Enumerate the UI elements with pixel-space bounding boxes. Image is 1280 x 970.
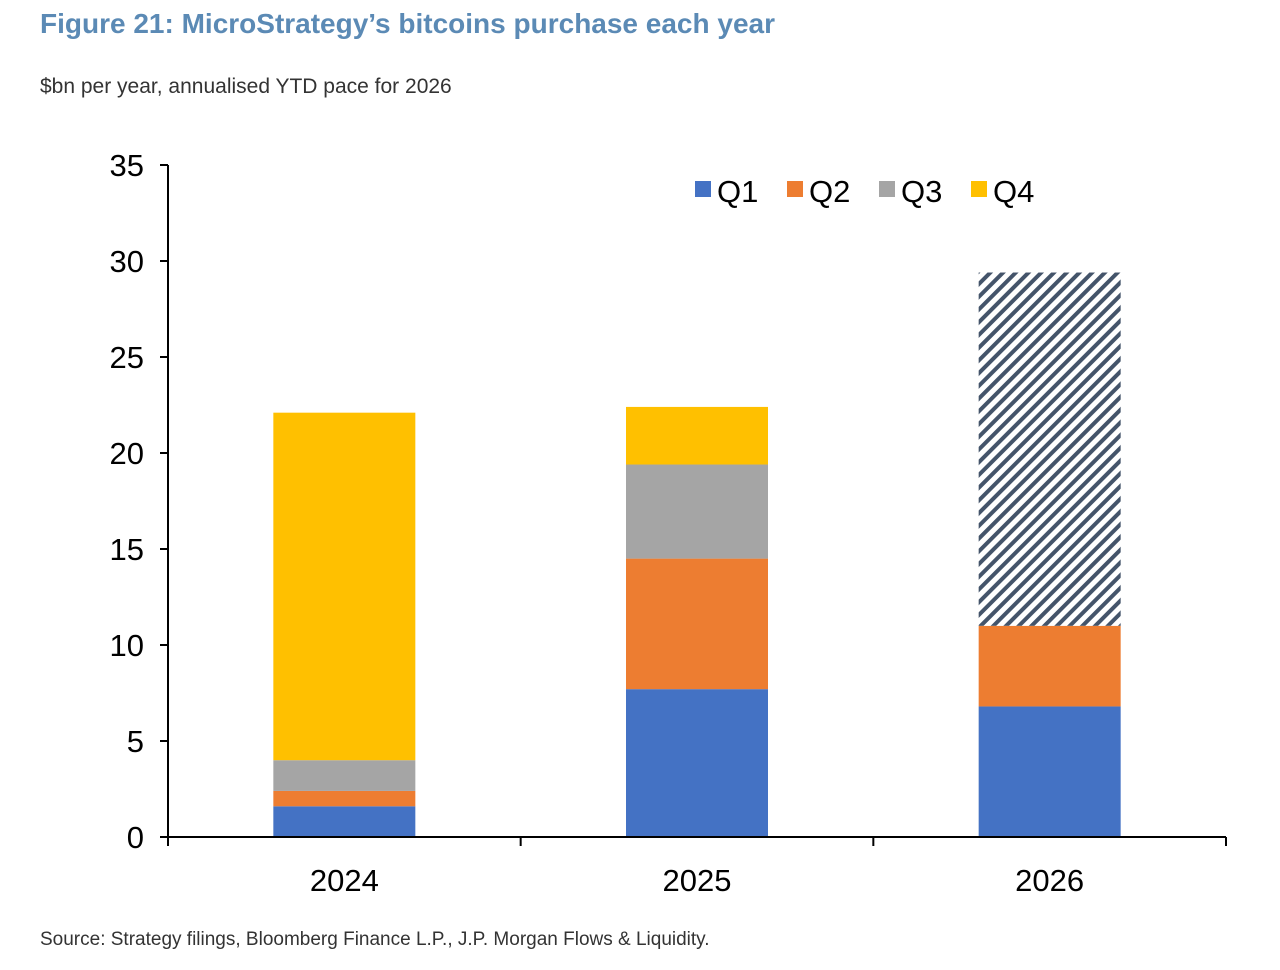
y-tick-label: 20	[110, 436, 144, 471]
bar-2024-q1	[273, 806, 416, 837]
y-tick-label: 25	[110, 340, 144, 375]
bars-layer	[273, 272, 1121, 837]
figure-subtitle: $bn per year, annualised YTD pace for 20…	[40, 75, 452, 98]
legend-swatch-q2	[787, 181, 803, 197]
y-tick-label: 30	[110, 244, 144, 279]
bar-2025-q3	[626, 464, 768, 559]
bar-2024-q2	[273, 790, 416, 807]
x-tick-label: 2024	[310, 863, 379, 898]
x-tick-label: 2025	[663, 863, 732, 898]
bar-2026-q1	[978, 706, 1121, 837]
legend-swatch-q4	[971, 181, 987, 197]
bar-2024-q3	[273, 760, 416, 791]
legend-swatch-q1	[695, 181, 711, 197]
bar-2025-q2	[626, 558, 768, 690]
bar-2026-annualised-pace	[978, 272, 1121, 626]
bar-2025-q4	[626, 406, 768, 465]
figure-source: Source: Strategy filings, Bloomberg Fina…	[40, 929, 710, 950]
legend-label-q2: Q2	[809, 174, 850, 209]
bar-2025-q1	[626, 689, 768, 837]
legend-swatch-q3	[879, 181, 895, 197]
legend-label-q1: Q1	[717, 174, 758, 209]
y-tick-label: 0	[127, 820, 144, 855]
y-tick-label: 15	[110, 532, 144, 567]
bar-2026-q2	[978, 625, 1121, 707]
y-tick-label: 10	[110, 628, 144, 663]
legend-label-q4: Q4	[993, 174, 1034, 209]
y-tick-label: 5	[127, 724, 144, 759]
x-tick-label: 2026	[1015, 863, 1084, 898]
figure-title: Figure 21: MicroStrategy’s bitcoins purc…	[40, 8, 775, 39]
bar-2024-q4	[273, 412, 416, 761]
y-tick-label: 35	[110, 148, 144, 183]
legend: Q1 Q2 Q3 Q4	[695, 174, 1034, 209]
legend-label-q3: Q3	[901, 174, 942, 209]
